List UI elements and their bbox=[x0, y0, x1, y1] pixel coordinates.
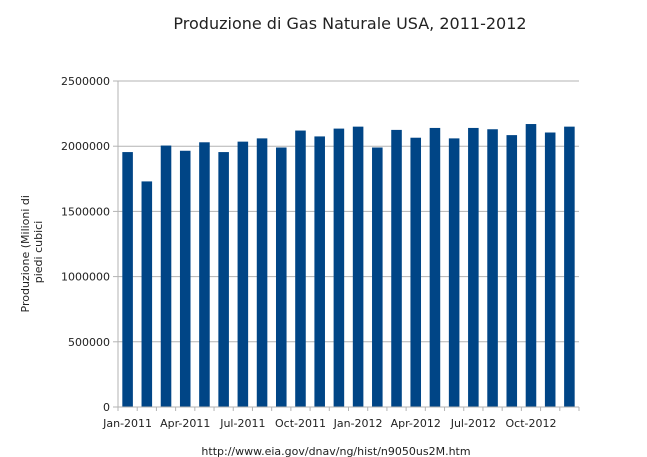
bar-jun-2011 bbox=[218, 152, 229, 407]
bar-may-2012 bbox=[429, 127, 441, 407]
y-tick-labels: 0 500000 1000000 1500000 2000000 2500000 bbox=[61, 75, 110, 414]
bar-aug-2011 bbox=[256, 138, 268, 407]
bar-sep-2011 bbox=[275, 147, 287, 407]
x-tick-label: Apr-2011 bbox=[160, 417, 210, 430]
y-axis-label-line-2: piedi cubici bbox=[32, 221, 45, 284]
x-tick-label: Oct-2011 bbox=[275, 417, 326, 430]
y-tick-label: 500000 bbox=[68, 336, 110, 349]
bar-aug-2012 bbox=[487, 129, 498, 407]
bar-jul-2012 bbox=[468, 127, 479, 407]
bar-oct-2012 bbox=[525, 124, 537, 407]
bars bbox=[122, 124, 575, 408]
bar-oct-2011 bbox=[295, 130, 306, 408]
x-tick-label: Oct-2012 bbox=[505, 417, 556, 430]
x-tick-label: Jul-2011 bbox=[219, 417, 265, 430]
y-tick-label: 1500000 bbox=[61, 205, 110, 218]
chart-title: Produzione di Gas Naturale USA, 2011-201… bbox=[173, 14, 526, 33]
bar-jun-2012 bbox=[448, 138, 460, 407]
x-tick-label: Jan-2011 bbox=[102, 417, 152, 430]
x-tick-label: Apr-2012 bbox=[391, 417, 441, 430]
x-tick-label: Jan-2012 bbox=[333, 417, 383, 430]
x-tick-label: Jul-2012 bbox=[450, 417, 496, 430]
bar-dec-2012 bbox=[564, 126, 575, 407]
y-axis-label-line-1: Produzione (Milioni di bbox=[19, 195, 32, 312]
y-axis-label: Produzione (Milioni di piedi cubici bbox=[19, 192, 45, 313]
bar-apr-2012 bbox=[410, 137, 422, 407]
bar-jul-2011 bbox=[237, 141, 249, 407]
bar-jan-2011 bbox=[122, 152, 133, 407]
axes bbox=[113, 80, 580, 411]
bar-nov-2011 bbox=[314, 136, 325, 408]
y-tick-label: 2500000 bbox=[61, 75, 110, 88]
bar-dec-2011 bbox=[333, 128, 345, 407]
x-tick-labels: Jan-2011 Apr-2011 Jul-2011 Oct-2011 Jan-2012… bbox=[102, 417, 556, 430]
bar-mar-2012 bbox=[391, 129, 402, 407]
bar-apr-2011 bbox=[179, 150, 191, 407]
bar-feb-2012 bbox=[372, 147, 383, 407]
bar-feb-2011 bbox=[141, 181, 153, 407]
bar-mar-2011 bbox=[160, 145, 172, 408]
source-url: http://www.eia.gov/dnav/ng/hist/n9050us2… bbox=[201, 445, 470, 457]
bar-jan-2012 bbox=[352, 126, 364, 407]
y-tick-label: 1000000 bbox=[61, 271, 110, 284]
bar-may-2011 bbox=[199, 142, 210, 408]
y-tick-label: 2000000 bbox=[61, 140, 110, 153]
bar-nov-2012 bbox=[544, 132, 556, 407]
y-tick-label: 0 bbox=[103, 401, 110, 414]
bar-sep-2012 bbox=[506, 135, 518, 407]
